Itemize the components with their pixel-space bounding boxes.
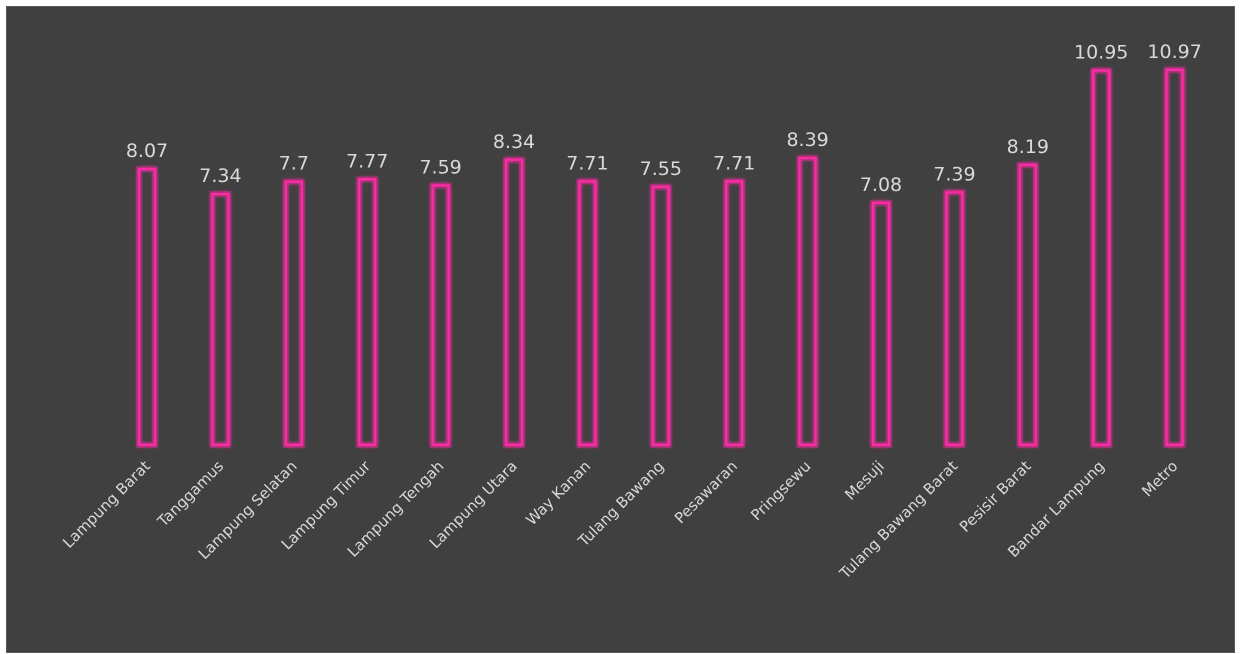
value-label-pesisir-barat: 8.19 <box>1007 136 1049 158</box>
bar-tanggamus <box>211 192 230 447</box>
bar-bandar-lampung <box>1092 69 1111 447</box>
bar-glow-way-kanan <box>576 178 599 448</box>
bar-lampung-tengah <box>431 184 450 447</box>
category-label-metro: Metro <box>1138 457 1181 500</box>
bar-lampung-barat <box>137 167 157 447</box>
bar-glow-tanggamus <box>209 190 232 448</box>
value-label-tulang-bawang: 7.55 <box>640 158 682 180</box>
value-label-pringsewu: 8.39 <box>786 129 828 151</box>
bar-pringsewu <box>798 156 817 447</box>
bar-glow-pringsewu <box>796 155 819 448</box>
bar-glow-pesawaran <box>723 178 746 448</box>
category-label-pringsewu: Pringsewu <box>747 457 814 524</box>
bar-glow-lampung-tengah <box>429 182 452 448</box>
value-label-tulang-bawang-barat: 7.39 <box>933 163 975 185</box>
bar-lampung-selatan <box>284 180 303 447</box>
bar-lampung-timur <box>358 178 377 447</box>
category-label-pesawaran: Pesawaran <box>671 457 741 527</box>
value-label-tanggamus: 7.34 <box>199 165 241 187</box>
category-label-lampung-barat: Lampung Barat <box>59 457 154 552</box>
bar-way-kanan <box>578 180 597 447</box>
category-label-mesuji: Mesuji <box>841 457 888 504</box>
value-label-lampung-selatan: 7.7 <box>279 153 309 175</box>
value-label-lampung-utara: 8.34 <box>493 131 535 153</box>
bar-glow-lampung-selatan <box>282 178 305 448</box>
bar-glow-lampung-timur <box>356 176 379 449</box>
bar-mesuji <box>871 201 891 447</box>
bar-tulang-bawang <box>651 185 670 447</box>
category-label-pesisir-barat: Pesisir Barat <box>956 457 1035 536</box>
category-label-tulang-bawang-barat: Tulang Bawang Barat <box>835 457 961 583</box>
bar-glow-pesisir-barat <box>1016 161 1039 448</box>
bar-chart: 8.07 7.34 7.7 7.77 7.59 8.34 7.71 7.55 7.71 8.39 7… <box>59 41 1202 583</box>
value-label-mesuji: 7.08 <box>860 174 902 196</box>
bar-glow-mesuji <box>870 199 892 448</box>
bar-lampung-utara <box>504 158 524 447</box>
value-label-lampung-timur: 7.77 <box>346 150 388 172</box>
bar-pesawaran <box>725 180 744 447</box>
bar-glow-bandar-lampung <box>1090 67 1113 448</box>
category-label-tanggamus: Tanggamus <box>153 457 227 531</box>
chart-area: 8.07 7.34 7.7 7.77 7.59 8.34 7.71 7.55 7.71 8.39 7… <box>6 6 1235 653</box>
value-label-bandar-lampung: 10.95 <box>1074 42 1128 64</box>
value-label-lampung-barat: 8.07 <box>126 140 168 162</box>
category-label-way-kanan: Way Kanan <box>522 457 594 529</box>
bar-glow-tulang-bawang-barat <box>943 189 966 448</box>
bar-pesisir-barat <box>1018 163 1037 447</box>
bars-layer <box>136 66 1186 449</box>
bar-tulang-bawang-barat <box>945 191 964 447</box>
bar-glow-metro <box>1163 66 1186 449</box>
value-label-metro: 10.97 <box>1147 41 1201 63</box>
bar-glow-lampung-utara <box>503 156 525 448</box>
value-label-way-kanan: 7.71 <box>566 152 608 174</box>
value-label-lampung-tengah: 7.59 <box>419 156 461 178</box>
value-label-pesawaran: 7.71 <box>713 152 755 174</box>
value-labels-layer: 8.07 7.34 7.7 7.77 7.59 8.34 7.71 7.55 7.71 8.39 7… <box>126 41 1202 196</box>
bar-glow-lampung-barat <box>136 166 158 448</box>
bar-metro <box>1165 68 1184 447</box>
bar-glow-tulang-bawang <box>649 183 672 448</box>
